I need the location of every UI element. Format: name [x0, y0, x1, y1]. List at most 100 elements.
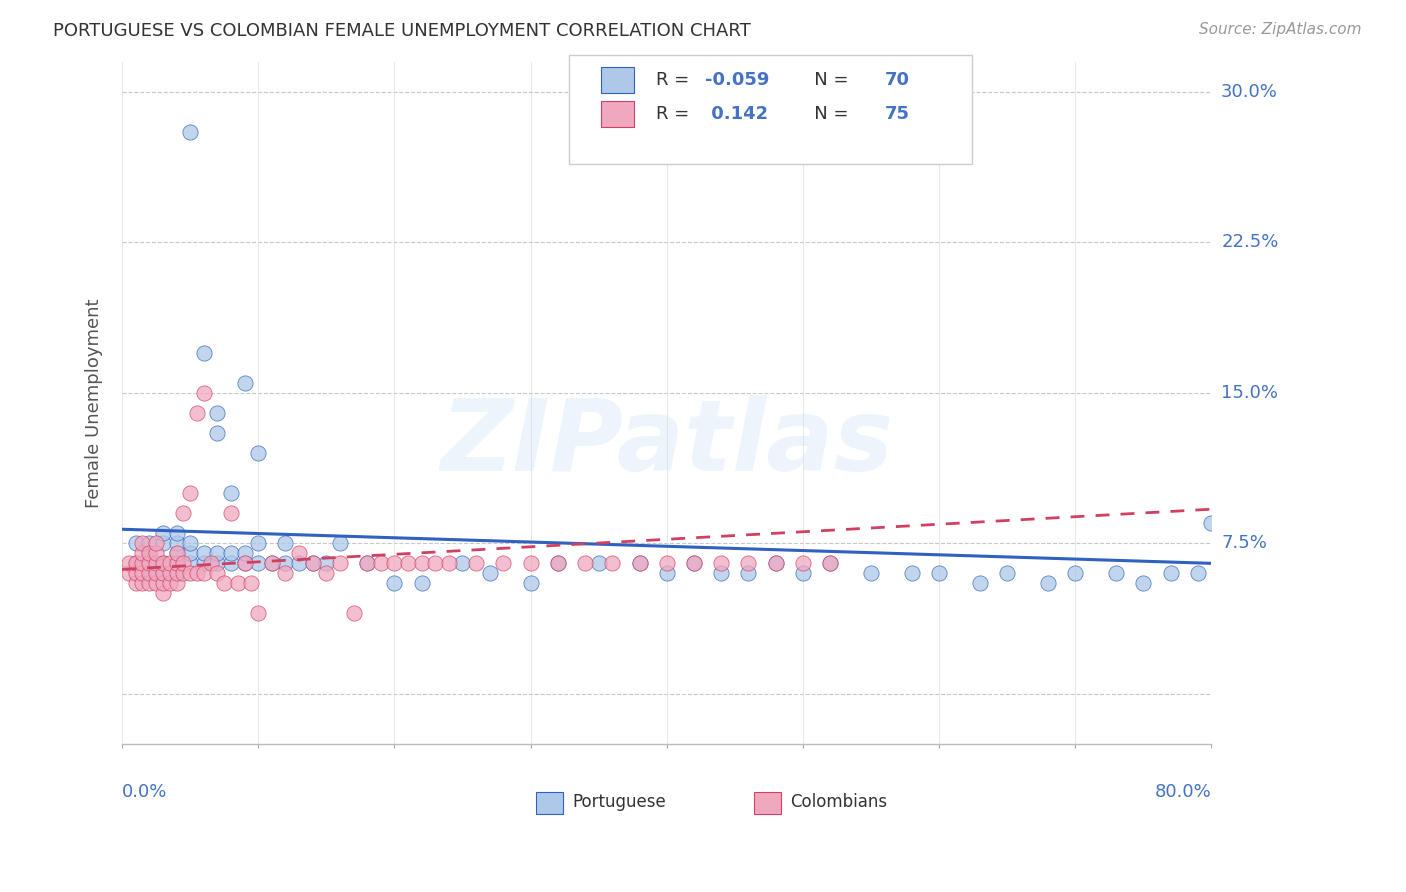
Point — [818, 557, 841, 571]
Text: Source: ZipAtlas.com: Source: ZipAtlas.com — [1198, 22, 1361, 37]
Point — [710, 557, 733, 571]
Point — [138, 536, 160, 550]
Point — [574, 557, 596, 571]
Point — [131, 566, 153, 581]
Point — [683, 557, 706, 571]
Point — [247, 607, 270, 621]
Point — [451, 557, 474, 571]
Bar — [754, 792, 782, 814]
Point — [152, 566, 174, 581]
Point — [329, 557, 352, 571]
Point — [683, 557, 706, 571]
Point — [233, 557, 256, 571]
Point — [138, 576, 160, 591]
Point — [152, 557, 174, 571]
Point — [138, 557, 160, 571]
Text: 0.0%: 0.0% — [122, 782, 167, 801]
Point — [342, 607, 364, 621]
Point — [179, 125, 201, 139]
Y-axis label: Female Unemployment: Female Unemployment — [86, 298, 103, 508]
Point — [207, 546, 229, 560]
Point — [437, 557, 460, 571]
Point — [274, 557, 297, 571]
Point — [492, 557, 515, 571]
Point — [274, 566, 297, 581]
Point — [233, 546, 256, 560]
Point — [124, 566, 146, 581]
Point — [179, 536, 201, 550]
Text: 75: 75 — [884, 105, 910, 123]
Point — [207, 566, 229, 581]
Point — [207, 406, 229, 420]
Point — [547, 557, 569, 571]
Point — [179, 486, 201, 500]
Point — [737, 557, 759, 571]
Point — [792, 566, 814, 581]
Point — [384, 557, 406, 571]
Point — [1187, 566, 1209, 581]
Point — [172, 557, 194, 571]
Text: 30.0%: 30.0% — [1222, 83, 1278, 101]
Point — [159, 566, 181, 581]
Point — [118, 557, 141, 571]
Point — [411, 576, 433, 591]
Point — [124, 576, 146, 591]
Point — [193, 566, 215, 581]
Point — [1105, 566, 1128, 581]
Point — [166, 566, 188, 581]
Point — [219, 546, 242, 560]
Point — [356, 557, 378, 571]
Bar — [536, 792, 564, 814]
Point — [1160, 566, 1182, 581]
Text: 22.5%: 22.5% — [1222, 234, 1278, 252]
Point — [152, 526, 174, 541]
Point — [159, 557, 181, 571]
Point — [260, 557, 283, 571]
Point — [901, 566, 924, 581]
Point — [969, 576, 991, 591]
Point — [124, 536, 146, 550]
Bar — [602, 101, 634, 127]
Point — [159, 576, 181, 591]
Point — [384, 576, 406, 591]
Point — [329, 536, 352, 550]
Point — [131, 576, 153, 591]
Point — [193, 546, 215, 560]
Point — [465, 557, 488, 571]
Point — [131, 557, 153, 571]
Point — [145, 546, 167, 560]
Point — [131, 546, 153, 560]
Text: ZIPatlas: ZIPatlas — [440, 395, 893, 492]
Point — [207, 557, 229, 571]
Point — [765, 557, 787, 571]
Point — [859, 566, 882, 581]
Point — [765, 557, 787, 571]
Point — [928, 566, 950, 581]
Point — [166, 566, 188, 581]
Point — [818, 557, 841, 571]
Point — [588, 557, 610, 571]
Point — [166, 557, 188, 571]
Point — [356, 557, 378, 571]
Point — [655, 557, 678, 571]
Point — [1132, 576, 1154, 591]
Point — [233, 557, 256, 571]
Point — [519, 557, 541, 571]
Point — [152, 566, 174, 581]
Point — [425, 557, 447, 571]
Point — [166, 536, 188, 550]
Point — [138, 546, 160, 560]
Point — [186, 566, 208, 581]
Text: R =: R = — [655, 70, 695, 88]
Point — [152, 557, 174, 571]
Text: 15.0%: 15.0% — [1222, 384, 1278, 402]
Point — [166, 546, 188, 560]
Point — [172, 506, 194, 520]
Point — [995, 566, 1018, 581]
Point — [628, 557, 651, 571]
Point — [166, 546, 188, 560]
Point — [301, 557, 323, 571]
Point — [207, 425, 229, 440]
Text: PORTUGUESE VS COLOMBIAN FEMALE UNEMPLOYMENT CORRELATION CHART: PORTUGUESE VS COLOMBIAN FEMALE UNEMPLOYM… — [53, 22, 751, 40]
Point — [152, 586, 174, 600]
